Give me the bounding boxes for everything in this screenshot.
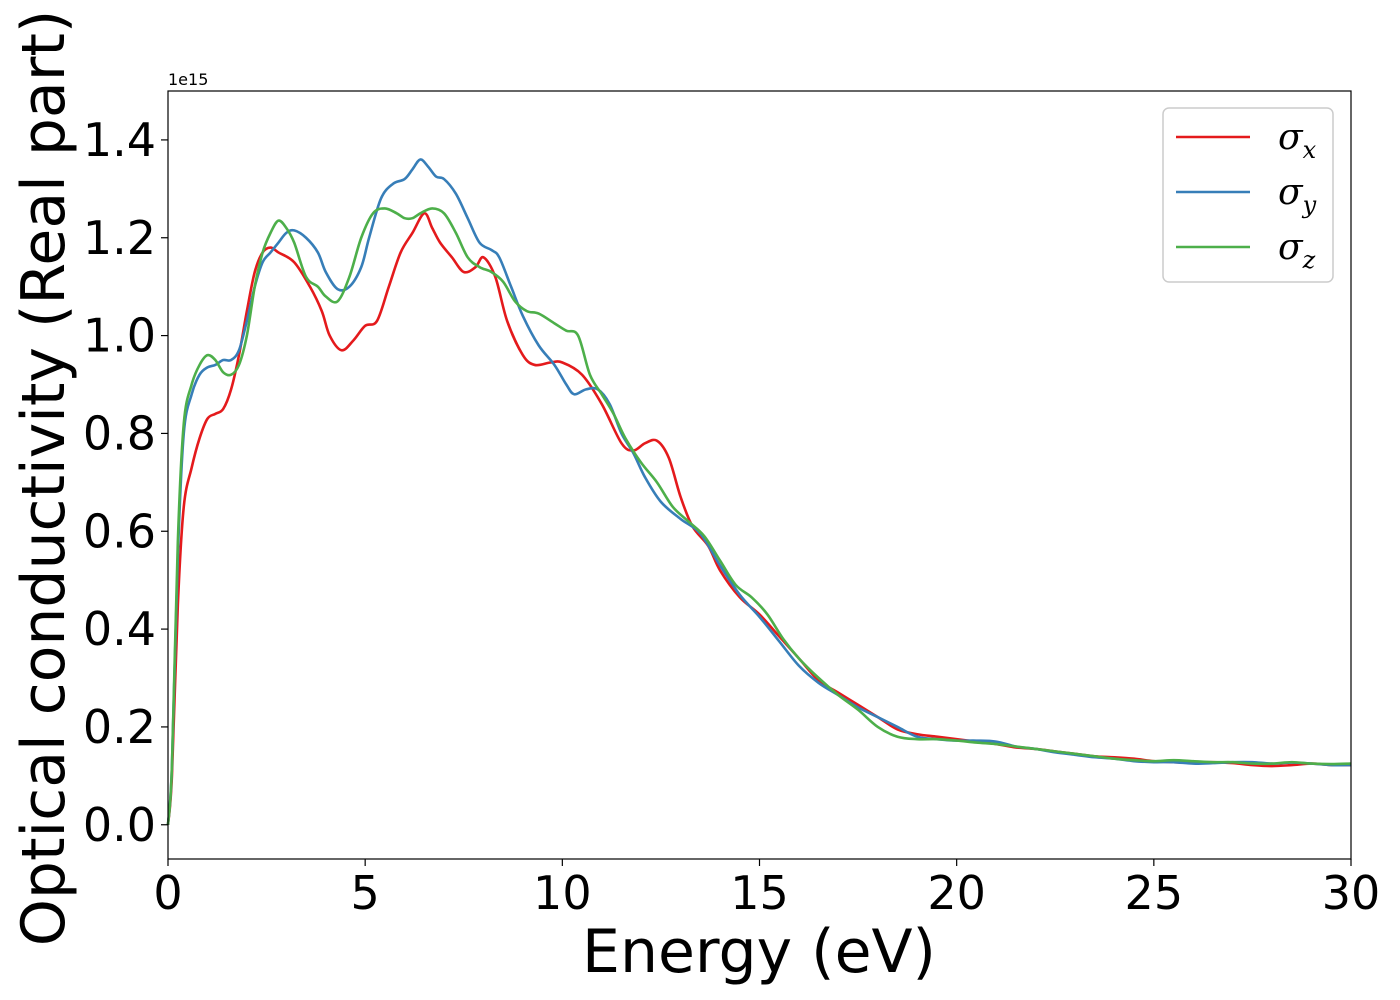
y-tick-label: 1.2 (83, 211, 156, 265)
y-axis: 0.0 0.2 0.4 0.6 0.8 1.0 1.2 1.4 (83, 113, 168, 852)
y-tick-label: 0.8 (83, 406, 156, 460)
series-layer (166, 158, 1352, 825)
legend-box (1162, 107, 1334, 283)
x-tick-label: 20 (927, 866, 986, 920)
y-tick-label: 0.2 (83, 700, 156, 754)
y-axis-title: Optical conductivity (Real part) (9, 10, 79, 947)
series-line-x (166, 211, 1352, 825)
y-tick-label: 1.0 (83, 309, 156, 363)
x-tick-label: 10 (533, 866, 592, 920)
legend-subscript-x: x (1303, 136, 1317, 164)
y-tick-label: 0.0 (83, 798, 156, 852)
y-tick-label: 1.4 (83, 113, 156, 167)
x-axis: 0 5 10 15 20 25 30 (153, 859, 1380, 920)
x-tick-label: 5 (351, 866, 380, 920)
y-offset-label: 1e15 (168, 70, 208, 89)
legend-subscript-y: y (1302, 191, 1317, 219)
series-line-z (166, 207, 1352, 825)
x-axis-title: Energy (eV) (582, 917, 936, 987)
legend-subscript-z: z (1302, 246, 1316, 274)
x-tick-label: 0 (153, 866, 182, 920)
y-tick-label: 0.6 (83, 504, 156, 558)
x-tick-label: 30 (1322, 866, 1381, 920)
x-tick-label: 25 (1125, 866, 1184, 920)
y-tick-label: 0.4 (83, 602, 156, 656)
x-tick-label: 15 (730, 866, 789, 920)
